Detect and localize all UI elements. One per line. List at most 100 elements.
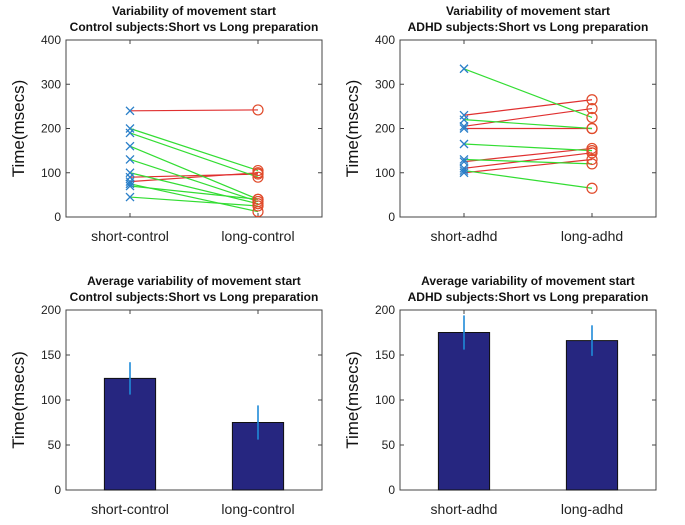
y-tick-label: 0 xyxy=(54,483,61,497)
subject-line xyxy=(129,132,259,178)
markers xyxy=(459,64,598,194)
subject-line xyxy=(129,196,259,207)
short-marker xyxy=(459,121,469,131)
short-marker xyxy=(125,124,135,133)
short-marker xyxy=(459,157,469,167)
short-marker-stroke xyxy=(459,121,469,131)
y-tick-label: 200 xyxy=(375,303,395,317)
x-tick-label: short-control xyxy=(91,228,169,244)
subject-line xyxy=(463,119,593,130)
short-marker xyxy=(125,181,135,191)
x-tick-label: long-control xyxy=(221,501,294,517)
short-marker-stroke xyxy=(125,141,135,151)
chart-title: Variability of movement start xyxy=(112,4,276,18)
subject-lines xyxy=(129,109,259,213)
long-marker xyxy=(586,102,598,115)
short-marker xyxy=(459,124,469,133)
short-marker-stroke xyxy=(459,157,469,167)
short-marker xyxy=(459,115,469,125)
short-marker-stroke xyxy=(459,124,469,133)
short-marker-stroke xyxy=(125,155,135,164)
short-marker-stroke xyxy=(459,64,469,74)
long-marker xyxy=(586,158,598,170)
y-tick-label: 150 xyxy=(41,348,61,362)
short-marker xyxy=(125,179,135,189)
short-marker-stroke xyxy=(125,192,135,202)
short-marker xyxy=(125,106,135,116)
subject-line xyxy=(463,68,593,118)
chart-title: Variability of movement start xyxy=(446,4,610,18)
subject-lines xyxy=(463,68,593,189)
y-tick-label: 400 xyxy=(375,33,395,47)
markers xyxy=(125,104,264,218)
short-marker-stroke xyxy=(459,155,469,164)
axes-frame xyxy=(65,39,323,218)
long-marker xyxy=(586,122,598,135)
y-tick-label: 0 xyxy=(388,210,395,224)
long-marker xyxy=(586,153,598,166)
long-marker xyxy=(252,200,264,212)
x-tick-label: short-adhd xyxy=(431,228,498,244)
y-tick-label: 200 xyxy=(375,122,395,136)
x-tick-label: short-control xyxy=(91,501,169,517)
chart-subtitle: ADHD subjects:Short vs Long preparation xyxy=(408,20,649,34)
subject-line xyxy=(129,185,259,200)
short-marker-stroke xyxy=(459,168,469,178)
bar xyxy=(565,340,619,491)
short-marker xyxy=(125,192,135,202)
short-marker xyxy=(125,168,135,178)
long-marker xyxy=(586,94,598,106)
y-tick-label: 0 xyxy=(54,210,61,224)
short-marker xyxy=(125,141,135,151)
short-marker xyxy=(459,168,469,178)
x-tick-label: long-control xyxy=(221,228,294,244)
long-marker xyxy=(586,111,598,124)
short-marker-stroke xyxy=(459,166,469,175)
y-tick-label: 100 xyxy=(375,393,395,407)
subject-line xyxy=(463,152,593,169)
subject-line xyxy=(463,107,593,127)
panel-3: Average variability of movement start Con… xyxy=(9,274,323,517)
panel-1: Variability of movement start Control sub… xyxy=(9,4,323,244)
y-tick-label: 400 xyxy=(41,33,61,47)
short-marker-stroke xyxy=(459,115,469,125)
y-tick-label: 100 xyxy=(41,393,61,407)
short-marker-stroke xyxy=(125,181,135,191)
x-tick-label: short-adhd xyxy=(431,501,498,517)
subject-line xyxy=(129,145,259,200)
chart-title: Average variability of movement start xyxy=(87,274,301,288)
subject-line xyxy=(463,99,593,116)
chart-subtitle: Control subjects:Short vs Long preparati… xyxy=(70,20,319,34)
long-marker xyxy=(586,182,598,194)
chart-subtitle: Control subjects:Short vs Long preparati… xyxy=(70,290,319,304)
subject-line xyxy=(129,172,259,183)
subject-line xyxy=(463,169,593,189)
y-axis-label: Time(msecs) xyxy=(343,80,362,178)
long-marker xyxy=(252,171,264,183)
long-marker xyxy=(252,206,264,218)
y-tick-label: 100 xyxy=(375,166,395,180)
subject-line xyxy=(129,109,259,112)
subject-line xyxy=(463,158,593,165)
y-tick-label: 0 xyxy=(388,483,395,497)
short-marker-stroke xyxy=(459,139,469,149)
chart-subtitle: ADHD subjects:Short vs Long preparation xyxy=(408,290,649,304)
chart-title: Average variability of movement start xyxy=(421,274,635,288)
bar xyxy=(103,377,157,491)
y-axis-label: Time(msecs) xyxy=(343,351,362,449)
panel-2: Variability of movement start ADHD subjec… xyxy=(343,4,657,244)
y-tick-label: 50 xyxy=(382,438,396,452)
short-marker-stroke xyxy=(125,168,135,178)
subject-line xyxy=(463,147,593,163)
short-marker xyxy=(459,139,469,149)
short-marker-stroke xyxy=(125,106,135,116)
panel-4: Average variability of movement start ADH… xyxy=(343,274,657,517)
long-marker xyxy=(586,145,598,157)
y-tick-label: 300 xyxy=(375,77,395,91)
y-axis-label: Time(msecs) xyxy=(9,351,28,449)
short-marker xyxy=(125,155,135,164)
subject-line xyxy=(463,158,593,174)
short-marker xyxy=(125,128,135,138)
short-marker xyxy=(459,64,469,74)
